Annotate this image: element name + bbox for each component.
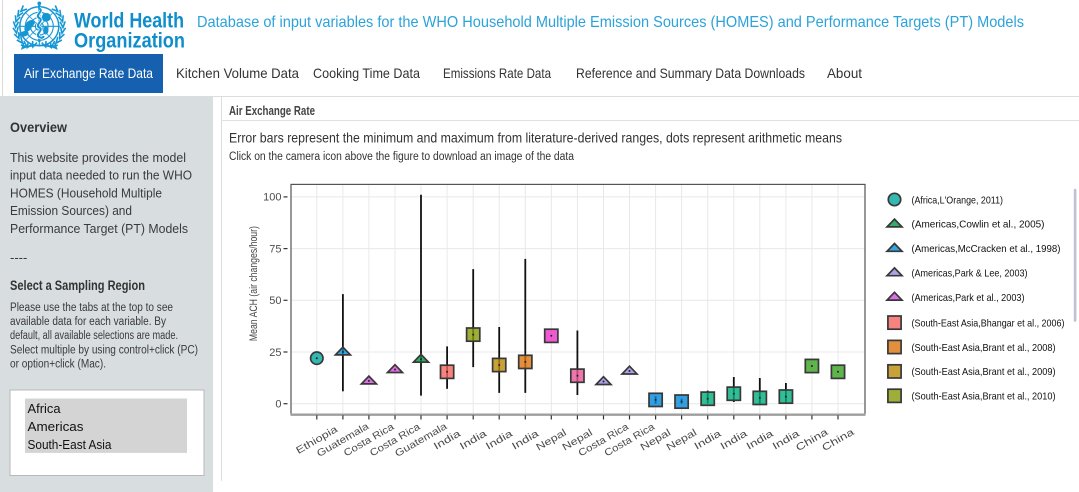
svg-text:Emission Sources) and: Emission Sources) and xyxy=(10,203,132,218)
svg-text:India: India xyxy=(693,428,724,452)
svg-text:100: 100 xyxy=(263,192,281,204)
svg-text:India: India xyxy=(484,428,515,452)
svg-text:Mean ACH (air changes/hour): Mean ACH (air changes/hour) xyxy=(248,226,260,341)
svg-text:50: 50 xyxy=(269,295,281,307)
svg-text:(Americas,McCracken et al., 19: (Americas,McCracken et al., 1998) xyxy=(912,243,1061,255)
svg-text:India: India xyxy=(745,428,776,452)
svg-text:Performance Target (PT) Models: Performance Target (PT) Models xyxy=(10,221,188,236)
svg-text:----: ---- xyxy=(10,250,27,265)
svg-text:(South-East Asia,Bhangar et al: (South-East Asia,Bhangar et al., 2006) xyxy=(912,317,1065,329)
svg-text:South-East Asia: South-East Asia xyxy=(28,437,113,452)
svg-text:Reference and Summary Data Dow: Reference and Summary Data Downloads xyxy=(576,65,805,81)
svg-text:(South-East Asia,Brant et al.,: (South-East Asia,Brant et al., 2008) xyxy=(912,342,1056,354)
svg-text:available data for each variab: available data for each variable. By xyxy=(10,316,166,328)
svg-text:Kitchen Volume Data: Kitchen Volume Data xyxy=(176,65,299,81)
svg-text:input data needed to run the W: input data needed to run the WHO xyxy=(10,168,192,183)
svg-text:(South-East Asia,Brant et al.,: (South-East Asia,Brant et al., 2010) xyxy=(912,391,1056,403)
svg-text:India: India xyxy=(458,428,489,452)
svg-text:HOMES (Household Multiple: HOMES (Household Multiple xyxy=(10,185,162,200)
svg-text:or option+click (Mac).: or option+click (Mac). xyxy=(10,358,106,370)
svg-text:(Americas,Park & Lee, 2003): (Americas,Park & Lee, 2003) xyxy=(912,268,1028,280)
svg-text:Select multiple by using contr: Select multiple by using control+click (… xyxy=(10,344,198,356)
svg-text:This website provides the mode: This website provides the model xyxy=(10,150,186,165)
svg-text:Nepal: Nepal xyxy=(665,427,699,453)
svg-text:India: India xyxy=(719,428,750,452)
svg-text:Air Exchange Rate Data: Air Exchange Rate Data xyxy=(24,65,153,81)
svg-text:Air Exchange Rate: Air Exchange Rate xyxy=(229,104,315,118)
svg-text:(Americas,Cowlin et al., 2005): (Americas,Cowlin et al., 2005) xyxy=(912,219,1045,231)
svg-text:default, all available selecti: default, all available selections are ma… xyxy=(10,330,178,342)
svg-text:(Africa,L'Orange, 2011): (Africa,L'Orange, 2011) xyxy=(912,194,1004,206)
svg-text:About: About xyxy=(827,65,862,81)
svg-text:0: 0 xyxy=(275,399,281,411)
svg-text:75: 75 xyxy=(269,243,281,255)
svg-text:Cooking Time Data: Cooking Time Data xyxy=(313,65,420,81)
svg-text:25: 25 xyxy=(269,347,281,359)
svg-text:Americas: Americas xyxy=(28,419,85,434)
svg-text:Please use the tabs at the top: Please use the tabs at the top to see xyxy=(10,302,173,314)
svg-text:World Health: World Health xyxy=(74,10,184,33)
svg-text:Database of input variables fo: Database of input variables for the WHO … xyxy=(197,14,1024,31)
svg-text:Africa: Africa xyxy=(28,401,62,416)
svg-text:Organization: Organization xyxy=(74,30,185,53)
svg-text:Click on the camera icon above: Click on the camera icon above the figur… xyxy=(229,151,575,163)
svg-text:Select a Sampling Region: Select a Sampling Region xyxy=(10,278,145,293)
svg-text:(Americas,Park et al., 2003): (Americas,Park et al., 2003) xyxy=(912,292,1025,304)
svg-text:Overview: Overview xyxy=(10,120,67,135)
svg-text:(South-East Asia,Brant et al.,: (South-East Asia,Brant et al., 2009) xyxy=(912,366,1056,378)
svg-text:Emissions Rate Data: Emissions Rate Data xyxy=(443,65,551,81)
svg-text:Error bars represent the minim: Error bars represent the minimum and max… xyxy=(229,130,842,146)
